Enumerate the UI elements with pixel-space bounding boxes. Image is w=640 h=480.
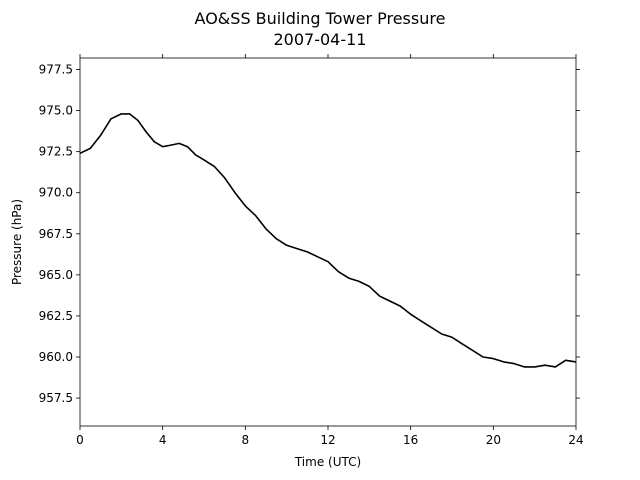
chart-subtitle: 2007-04-11 <box>274 30 367 49</box>
x-tick-label: 0 <box>76 433 84 447</box>
x-tick-label: 12 <box>320 433 335 447</box>
x-axis-label: Time (UTC) <box>294 455 361 469</box>
x-tick-label: 16 <box>403 433 418 447</box>
x-tick-label: 24 <box>568 433 583 447</box>
y-tick-label: 960.0 <box>39 350 73 364</box>
x-axis: 0 4 8 12 16 20 24 <box>76 54 584 447</box>
y-axis-label: Pressure (hPa) <box>10 199 24 285</box>
y-tick-label: 977.5 <box>39 63 73 77</box>
y-tick-label: 962.5 <box>39 309 73 323</box>
x-tick-label: 4 <box>159 433 167 447</box>
plot-frame <box>79 57 577 427</box>
y-tick-label: 967.5 <box>39 227 73 241</box>
y-tick-label: 972.5 <box>39 145 73 159</box>
pressure-line <box>79 113 577 368</box>
chart-title: AO&SS Building Tower Pressure <box>195 9 446 28</box>
y-tick-label: 970.0 <box>39 186 73 200</box>
y-axis: 957.5 960.0 962.5 965.0 967.5 970.0 972.5 975.0… <box>39 63 580 405</box>
y-tick-label: 957.5 <box>39 391 73 405</box>
y-tick-label: 965.0 <box>39 268 73 282</box>
x-tick-label: 8 <box>242 433 250 447</box>
x-tick-label: 20 <box>486 433 501 447</box>
y-tick-label: 975.0 <box>39 104 73 118</box>
